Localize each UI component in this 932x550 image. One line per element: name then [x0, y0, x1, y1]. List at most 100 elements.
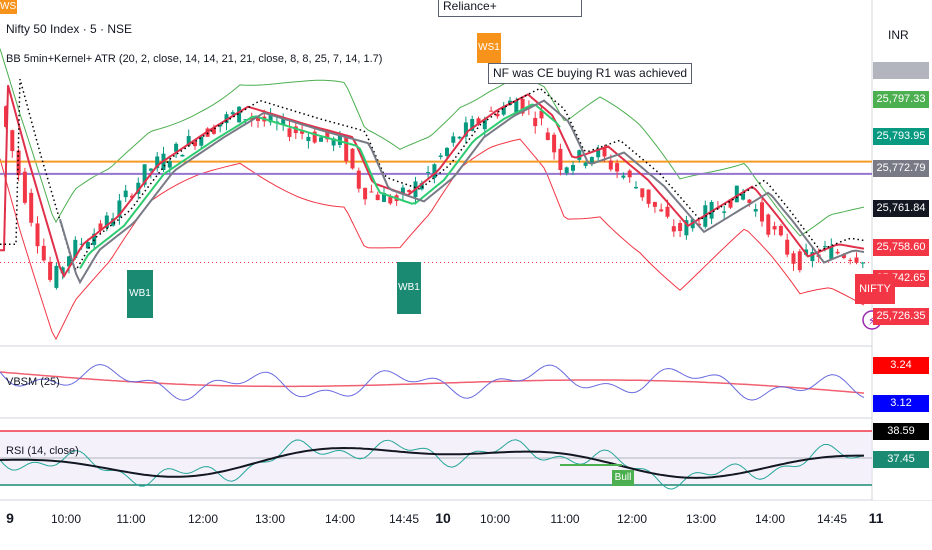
candle-body	[41, 245, 46, 261]
candle-body	[823, 246, 827, 248]
candle-body	[293, 126, 298, 134]
candle-body	[747, 199, 752, 203]
candle-body	[199, 136, 204, 146]
candle-body	[438, 155, 443, 157]
candle-body	[363, 187, 368, 200]
candle-body	[457, 136, 462, 139]
candle-body	[791, 253, 796, 264]
candle-body	[741, 193, 746, 200]
candle-body	[854, 257, 859, 263]
candle-body	[470, 119, 475, 131]
price-tag-top	[873, 62, 929, 79]
x-tick-label: 12:00	[617, 512, 647, 526]
currency-label[interactable]: INR	[888, 28, 909, 42]
candle-body	[312, 131, 317, 143]
grid-lines	[0, 0, 932, 501]
candle-body	[860, 262, 865, 264]
x-tick-label: 11	[869, 510, 884, 526]
marker-ws1-left: WS1	[0, 0, 22, 14]
candle-body	[797, 251, 802, 271]
candle-body	[621, 175, 626, 178]
candle-body	[104, 215, 109, 228]
candle-body	[678, 223, 683, 232]
candle-body	[835, 251, 840, 254]
candle-body	[230, 112, 235, 115]
candle-body	[98, 223, 103, 231]
rsi-value-2: 37.45	[873, 451, 929, 468]
candle-body	[79, 243, 84, 245]
rsi-label: RSI (14, close)	[6, 445, 79, 457]
candle-body	[482, 119, 487, 130]
callout-reliance: Reliance+	[438, 0, 582, 17]
kernel-green-line	[79, 103, 561, 270]
price-label-kernel-lower: 25,758.60	[873, 239, 929, 256]
candle-body	[552, 134, 557, 153]
candle-body	[596, 148, 601, 158]
vbsm-pane	[0, 363, 865, 401]
candle-body	[237, 106, 242, 123]
candle-body	[35, 223, 40, 247]
x-tick-label: 14:00	[755, 512, 785, 526]
candle-body	[829, 245, 834, 259]
candle-body	[697, 223, 701, 226]
candle-body	[419, 183, 424, 190]
time-axis: 9 10:00 11:00 12:00 13:00 14:00 14:45 10 10:00 11…	[6, 510, 884, 526]
candle-body	[67, 256, 71, 267]
x-tick-label: 11:00	[550, 512, 579, 526]
marker-ws1-mid: WS1	[477, 33, 501, 63]
candle-body	[760, 202, 764, 222]
price-label-kernel-upper: 25,793.95	[873, 128, 929, 145]
symbol-title: Nifty 50 Index · 5 · NSE	[6, 22, 133, 36]
candle-body	[268, 114, 273, 123]
candle-body	[85, 242, 90, 249]
candle-body	[211, 127, 216, 134]
rsi-ma-line	[0, 446, 864, 479]
candle-body	[111, 218, 116, 226]
candle-body	[848, 259, 853, 261]
candle-body	[640, 188, 645, 198]
candle-body	[356, 170, 361, 189]
candle-body	[407, 189, 412, 193]
candle-body	[602, 147, 607, 157]
candle-body	[319, 137, 323, 142]
candle-body	[804, 249, 809, 255]
bb-upper-band	[0, 48, 865, 237]
lightning-glyph: ⚡	[868, 314, 876, 328]
candle-body	[627, 170, 632, 178]
candle-body	[29, 192, 34, 223]
candle-body	[400, 187, 405, 194]
candle-body	[300, 131, 305, 134]
candle-body	[155, 156, 160, 169]
candle-body	[514, 101, 519, 113]
candle-body	[350, 148, 355, 169]
rsi-pane	[0, 430, 872, 490]
candle-body	[4, 106, 8, 127]
x-tick-label: 13:00	[255, 512, 285, 526]
candle-body	[684, 220, 689, 236]
candle-body	[142, 164, 147, 185]
candle-body	[728, 199, 733, 208]
x-tick-label: 14:00	[325, 512, 355, 526]
candle-body	[841, 254, 846, 258]
candle-body	[73, 239, 78, 258]
candle-body	[193, 142, 197, 147]
x-tick-label: 9	[6, 510, 14, 526]
candle-body	[148, 168, 153, 171]
vbsm-blue-line	[0, 363, 865, 401]
candle-body	[123, 190, 128, 198]
candle-body	[325, 129, 330, 140]
indicator-title: BB 5min+Kernel+ ATR (20, 2, close, 14, 1…	[6, 53, 383, 65]
vbsm-value-2: 3.12	[873, 395, 929, 412]
candle-body	[589, 157, 594, 164]
candle-body	[369, 191, 374, 193]
candle-body	[564, 167, 569, 174]
candle-body	[451, 136, 456, 143]
candle-body	[646, 189, 651, 204]
marker-wb1-mid: WB1	[397, 262, 421, 314]
candle-body	[671, 226, 676, 232]
candle-body	[659, 209, 664, 212]
candle-body	[577, 150, 582, 160]
candle-body	[382, 193, 386, 202]
candle-body	[243, 119, 248, 121]
marker-wb1-left: WB1	[127, 270, 153, 318]
